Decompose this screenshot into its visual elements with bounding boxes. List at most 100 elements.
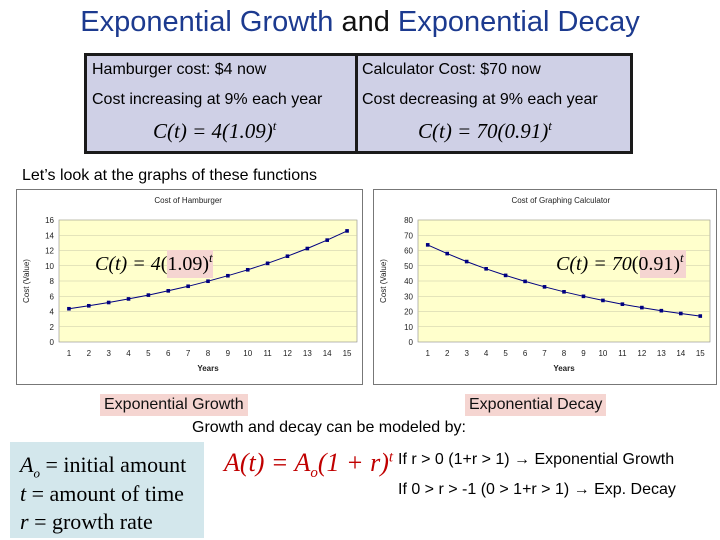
legend-initial-amount: Ao = initial amount [20, 452, 186, 481]
hamburger-x-tick-label: 11 [263, 349, 272, 358]
hamburger-chart-formula: C(t) = 4(1.09)t [95, 250, 213, 275]
calculator-x-axis-label: Years [553, 364, 575, 373]
model-lhs: A(t) = A [224, 448, 311, 477]
hamburger-x-tick-label: 4 [126, 349, 131, 358]
hamburger-y-tick-label: 8 [50, 277, 55, 286]
calculator-chart-svg: Cost of Graphing Calculator 0 10 20 30 40 50 60… [379, 196, 711, 373]
legend-time: t = amount of time [20, 481, 184, 507]
variable-legend: Ao = initial amount t = amount of time r… [10, 442, 204, 538]
hamburger-x-tick-label: 15 [343, 349, 352, 358]
calculator-y-tick-label: 60 [404, 247, 413, 256]
hamburger-y-tick-label: 16 [45, 216, 54, 225]
calculator-cost-chart: Cost of Graphing Calculator 0 10 20 30 40 50 60… [373, 189, 717, 385]
hamburger-x-axis-label: Years [197, 364, 219, 373]
hamburger-x-tick-label: 5 [146, 349, 151, 358]
hamburger-data-point [285, 254, 290, 259]
legend-t-text: = amount of time [31, 481, 184, 506]
hamburger-x-tick-label: 12 [283, 349, 292, 358]
legend-r-text: = growth rate [34, 509, 153, 534]
comparison-table: Hamburger cost: $4 now Cost increasing a… [84, 53, 633, 154]
legend-a-sub: o [33, 465, 40, 481]
calculator-data-point [581, 294, 586, 299]
calculator-y-tick-label: 0 [409, 338, 414, 347]
calculator-x-tick-label: 15 [696, 349, 705, 358]
exponential-growth-label: Exponential Growth [100, 394, 248, 416]
calculator-data-point [640, 305, 644, 310]
calculator-data-point [484, 267, 488, 271]
hamburger-data-point [206, 279, 210, 284]
calculator-formula-exp: t [548, 118, 552, 133]
intro-text: Let’s look at the graphs of these functi… [22, 167, 318, 184]
model-formula: A(t) = Ao(1 + r)t [224, 448, 393, 482]
hamburger-data-point [166, 289, 171, 293]
hamburger-rate-label: Cost increasing at 9% each year [92, 91, 323, 108]
calculator-y-tick-label: 80 [404, 216, 413, 225]
hamburger-cost-label: Hamburger cost: $4 now [92, 61, 267, 78]
calculator-x-tick-label: 5 [503, 349, 508, 358]
legend-t-var: t [20, 481, 27, 506]
title-growth: Exponential Growth [80, 6, 334, 38]
calculator-data-point [698, 314, 703, 318]
calculator-x-tick-label: 8 [562, 349, 567, 358]
calculator-data-point [601, 298, 605, 303]
hamburger-formula-highlight [167, 250, 213, 278]
calculator-x-tick-label: 6 [523, 349, 528, 358]
calculator-y-tick-label: 40 [404, 277, 413, 286]
hamburger-data-point [305, 246, 310, 251]
hamburger-data-point [265, 261, 270, 266]
calculator-data-point [464, 259, 469, 264]
hamburger-formula-exp: t [272, 118, 277, 133]
calculator-x-tick-label: 7 [542, 349, 547, 358]
calculator-formula-main: C(t) = 70(0.91) [418, 119, 549, 143]
model-formula-box: A(t) = Ao(1 + r)t [218, 442, 393, 486]
exponential-decay-label: Exponential Decay [465, 394, 607, 416]
hamburger-data-point [87, 303, 91, 308]
hamburger-formula: C(t) = 4(1.09)t [153, 118, 276, 144]
decay-rule: If 0 > r > -1 (0 > 1+r > 1) → Exp. Decay [398, 481, 676, 498]
calculator-x-tick-label: 14 [676, 349, 685, 358]
calculator-x-tick-label: 11 [618, 349, 627, 358]
hamburger-data-point [245, 267, 250, 272]
calculator-data-point [503, 273, 508, 278]
hamburger-y-tick-label: 0 [50, 338, 55, 347]
hamburger-data-point [186, 284, 190, 289]
hamburger-x-tick-label: 2 [87, 349, 92, 358]
calculator-chart-formula-base: (0.91) [632, 253, 680, 275]
calculator-y-tick-label: 50 [404, 262, 413, 271]
calculator-x-tick-label: 1 [426, 349, 431, 358]
calculator-x-tick-label: 3 [464, 349, 469, 358]
hamburger-chart-formula-lhs: C(t) = 4 [95, 253, 161, 275]
title-and: and [341, 6, 390, 38]
hamburger-y-tick-label: 4 [50, 308, 55, 317]
hamburger-y-tick-label: 12 [45, 247, 54, 256]
hamburger-x-tick-label: 7 [186, 349, 191, 358]
calculator-x-tick-label: 13 [657, 349, 666, 358]
hamburger-chart-formula-exp: t [209, 250, 213, 265]
model-rhs: (1 + r) [317, 448, 389, 477]
calculator-chart-formula: C(t) = 70(0.91)t [556, 250, 684, 275]
hamburger-chart-formula-base: (1.09) [161, 253, 209, 275]
legend-r-var: r [20, 509, 29, 534]
calculator-data-point [620, 302, 625, 306]
hamburger-cost-chart: Cost of Hamburger 0 2 4 6 8 10 12 14 16 1 2 3 4 5 6 7 8 9 1… [16, 189, 363, 385]
calculator-chart-title: Cost of Graphing Calculator [511, 196, 610, 205]
calculator-data-point [679, 311, 683, 316]
hamburger-x-tick-label: 13 [303, 349, 312, 358]
calculator-chart-formula-exp: t [680, 250, 684, 265]
calculator-data-point [523, 279, 527, 284]
hamburger-x-tick-label: 6 [166, 349, 171, 358]
growth-rule: If r > 0 (1+r > 1) → Exponential Growth [398, 451, 675, 468]
hamburger-data-point [345, 229, 349, 233]
calculator-data-point [562, 289, 566, 294]
hamburger-x-tick-label: 14 [323, 349, 332, 358]
table-divider [355, 56, 358, 151]
hamburger-chart-title: Cost of Hamburger [154, 196, 222, 205]
slide-title: Exponential Growth and Exponential Decay [0, 6, 720, 39]
hamburger-x-tick-label: 3 [106, 349, 111, 358]
calculator-y-tick-label: 70 [404, 231, 413, 240]
calculator-x-tick-label: 2 [445, 349, 450, 358]
calculator-data-point [445, 251, 449, 256]
calculator-data-point [659, 308, 664, 313]
hamburger-x-tick-label: 9 [226, 349, 231, 358]
hamburger-data-point [126, 297, 131, 301]
